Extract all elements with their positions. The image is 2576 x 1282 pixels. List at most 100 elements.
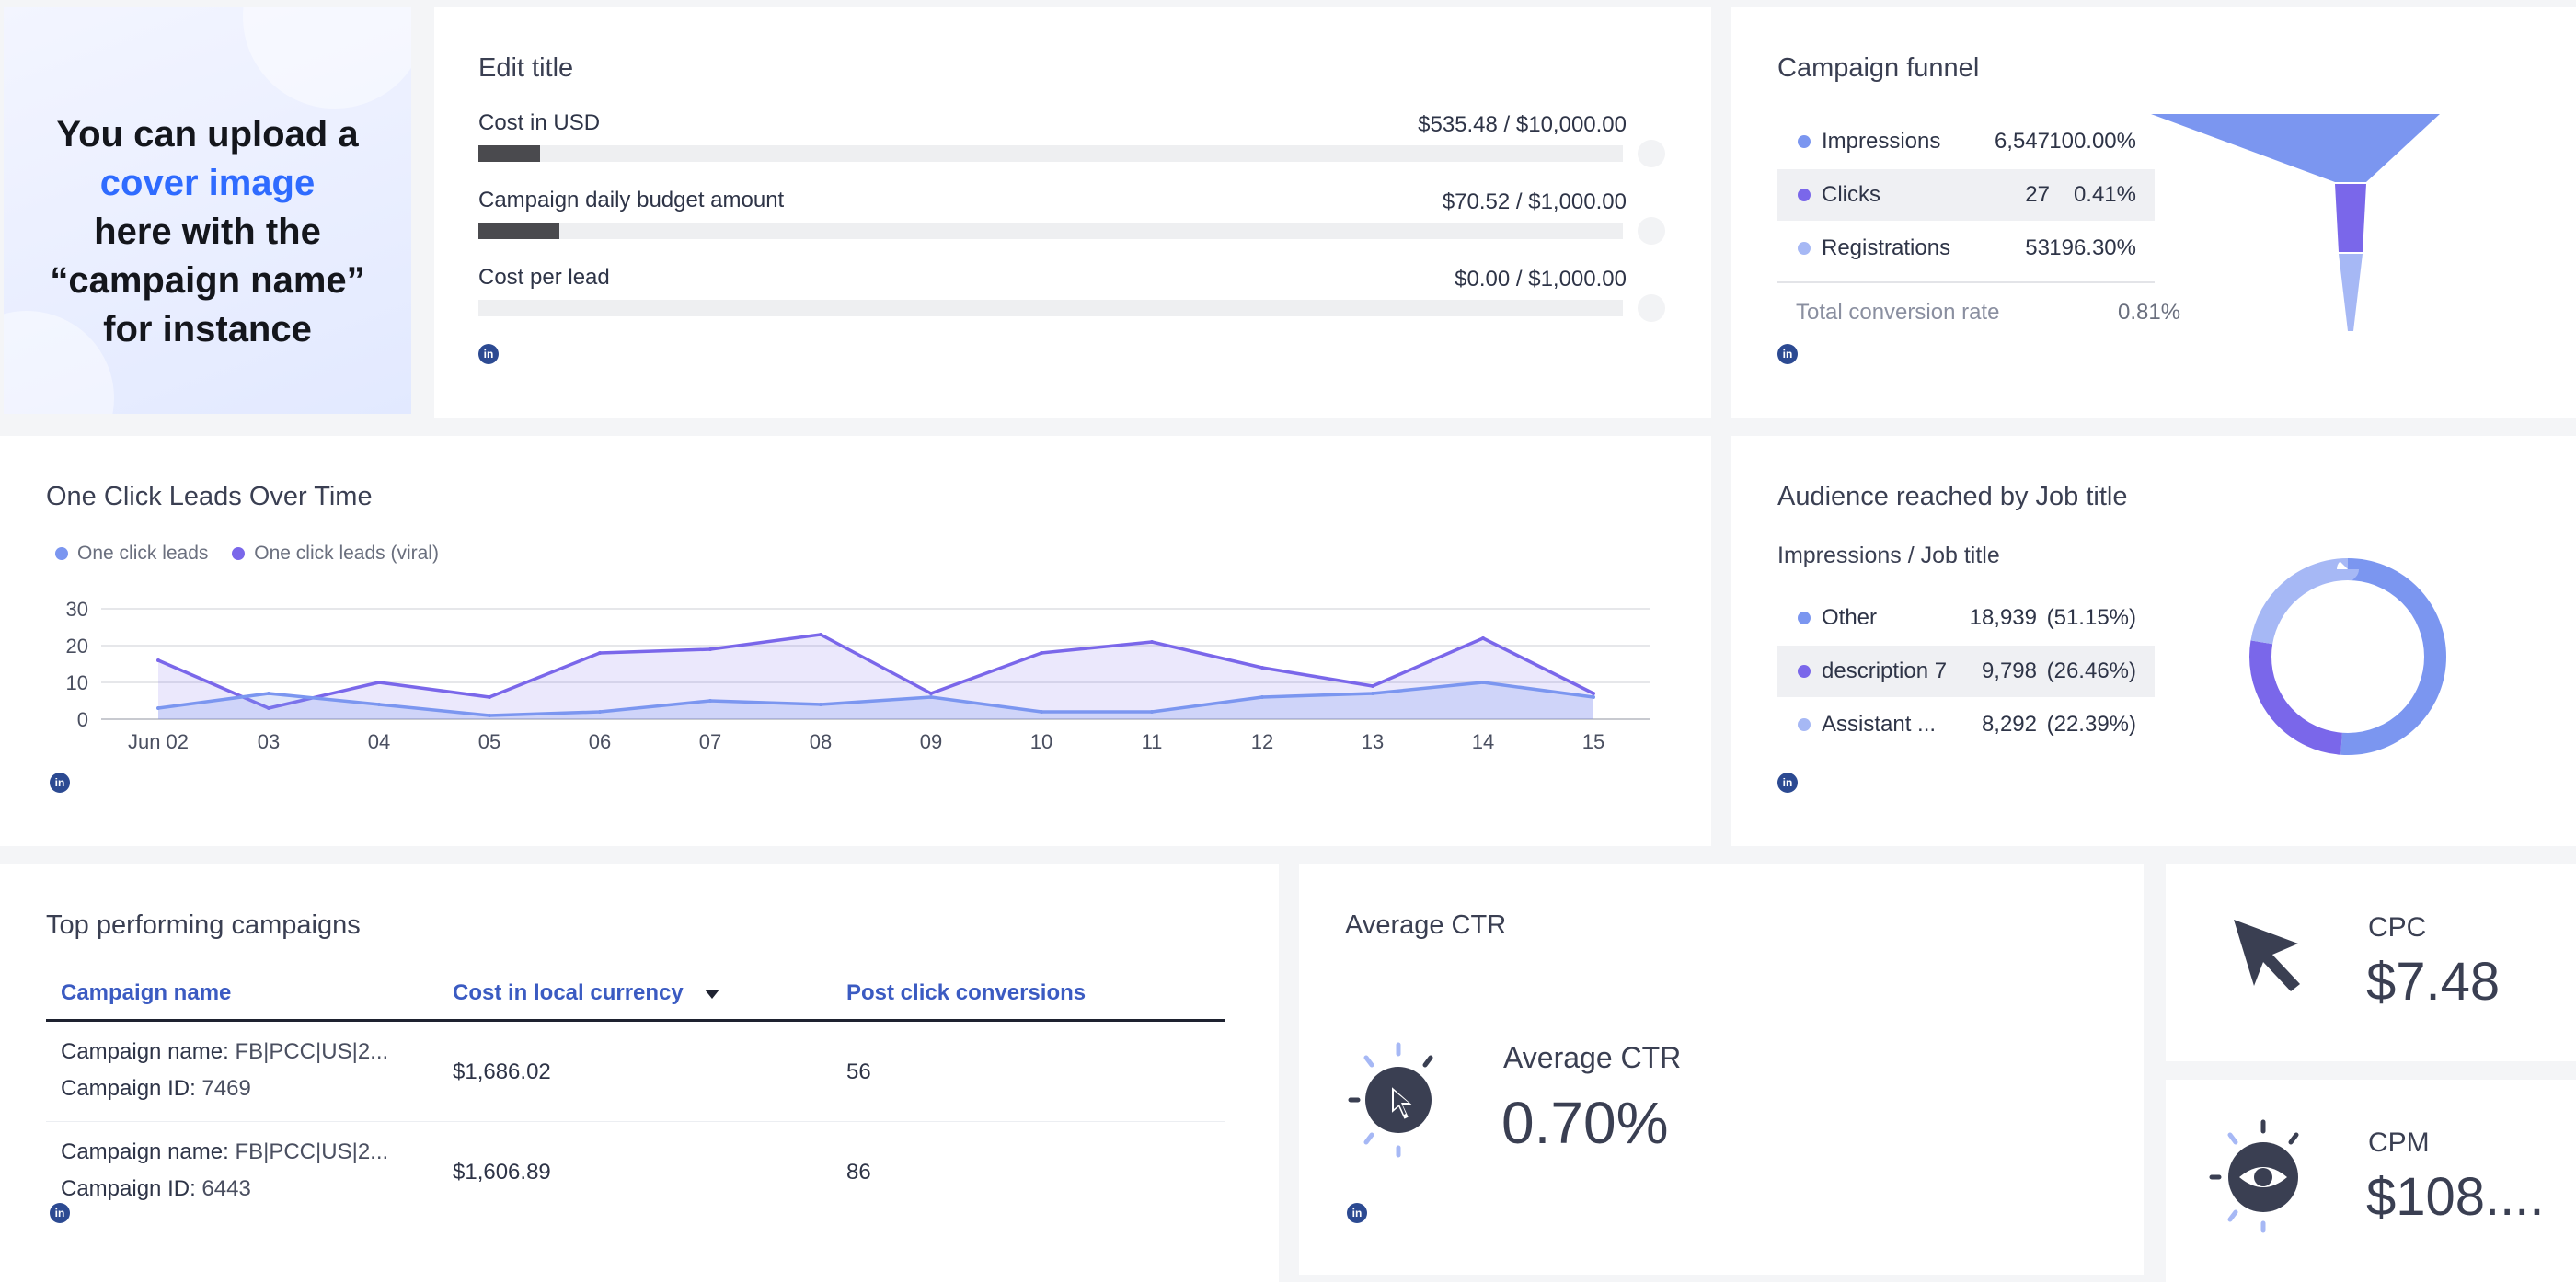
audience-row[interactable]: Assistant ... 8,292 (22.39%) — [1777, 699, 2155, 750]
data-point — [929, 692, 933, 695]
field-value: FB|PCC|US|2... — [235, 1139, 389, 1164]
budget-row-handle[interactable] — [1638, 294, 1665, 322]
eye-icon — [2209, 1119, 2299, 1233]
table-row[interactable]: Campaign name: FB|PCC|US|2... Campaign I… — [46, 1123, 1225, 1222]
x-tick-label: 10 — [1030, 730, 1052, 753]
budget-row-handle[interactable] — [1638, 217, 1665, 245]
column-header-cost[interactable]: Cost in local currency — [453, 980, 684, 1005]
legend-dot — [55, 547, 68, 560]
data-point — [1150, 710, 1154, 714]
data-point — [1481, 681, 1485, 684]
leads-over-time-card: One Click Leads Over Time One click lead… — [0, 436, 1711, 846]
average-ctr-card: Average CTR Average CTR 0.70% in — [1299, 864, 2144, 1275]
audience-title: Audience reached by Job title — [1777, 482, 2128, 511]
budget-row-label: Cost in USD — [478, 110, 601, 135]
data-point — [377, 703, 381, 706]
funnel-row[interactable]: Clicks 27 0.41% — [1777, 169, 2155, 221]
cover-line-highlight: cover image — [99, 163, 316, 203]
cover-line: You can upload a — [56, 114, 359, 155]
audience-row-name: description 7 — [1822, 658, 1948, 683]
budget-progress-bar — [478, 145, 1623, 162]
funnel-row[interactable]: Impressions 6,547 100.00% — [1777, 116, 2155, 167]
x-tick-label: 09 — [920, 730, 942, 753]
x-tick-label: 05 — [478, 730, 500, 753]
legend-item[interactable]: One click leads — [55, 543, 208, 565]
x-tick-label: 08 — [810, 730, 832, 753]
cpm-value: $108.... — [2366, 1167, 2545, 1227]
cost-cell: $1,686.02 — [453, 1059, 551, 1084]
series-dot — [1798, 189, 1811, 201]
data-point — [708, 699, 712, 703]
average-ctr-title: Average CTR — [1345, 910, 1507, 940]
data-point — [1592, 692, 1595, 695]
funnel-row-value: 53 — [2025, 235, 2050, 260]
campaign-name-cell: Campaign name: FB|PCC|US|2... — [61, 1139, 388, 1165]
y-tick-label: 20 — [66, 635, 88, 658]
budget-row-handle[interactable] — [1638, 140, 1665, 167]
data-point — [598, 651, 602, 655]
linkedin-icon: in — [50, 1203, 70, 1223]
table-header-divider — [46, 1019, 1225, 1022]
data-point — [156, 658, 160, 662]
funnel-row-percent: 100.00% — [2049, 129, 2136, 154]
funnel-row-percent: 0.41% — [2073, 182, 2136, 207]
leads-area-chart: 0 10 20 30 Jun 02 03 04 05 06 07 08 09 10 11 12 13 14 15 — [66, 598, 1650, 753]
average-ctr-label: Average CTR — [1503, 1041, 1682, 1074]
funnel-row-name: Registrations — [1822, 235, 1951, 260]
budget-card: Edit title Cost in USD $535.48 / $10,000… — [434, 7, 1711, 418]
funnel-row-percent: 196.30% — [2049, 235, 2136, 260]
legend-label: One click leads (viral) — [254, 543, 439, 564]
y-tick-label: 30 — [66, 598, 88, 621]
campaign-id-cell: Campaign ID: 7469 — [61, 1076, 251, 1102]
campaign-funnel-card: Campaign funnel Impressions 6,547 100.00… — [1731, 7, 2576, 418]
cover-image-card[interactable]: You can upload a cover image here with t… — [4, 7, 411, 414]
budget-title[interactable]: Edit title — [478, 53, 574, 83]
divider — [1777, 281, 2155, 283]
funnel-row-name: Impressions — [1822, 129, 1941, 154]
audience-row[interactable]: Other 18,939 (51.15%) — [1777, 592, 2155, 644]
x-tick-label: 06 — [589, 730, 611, 753]
top-campaigns-card: Top performing campaigns Campaign name C… — [0, 864, 1279, 1282]
cover-line: here with the — [94, 212, 321, 252]
donut-slice[interactable] — [2249, 558, 2446, 755]
cover-line: for instance — [103, 309, 312, 349]
x-tick-label: 03 — [258, 730, 280, 753]
funnel-title: Campaign funnel — [1777, 53, 1980, 83]
cpm-card: CPM $108.... — [2166, 1080, 2576, 1282]
audience-row[interactable]: description 7 9,798 (26.46%) — [1777, 646, 2155, 697]
field-key: Campaign name: — [61, 1139, 229, 1164]
x-tick-label: 07 — [699, 730, 721, 753]
data-point — [1371, 692, 1374, 695]
budget-row-value: $0.00 / $1,000.00 — [1455, 267, 1627, 292]
column-header-post-click-conversions[interactable]: Post click conversions — [846, 980, 1087, 1005]
x-tick-label: 15 — [1582, 730, 1604, 753]
x-tick-label: 14 — [1472, 730, 1494, 753]
cover-line: “campaign name” — [50, 260, 365, 301]
x-tick-label: 04 — [368, 730, 390, 753]
chart-legend: One click leads One click leads (viral) — [55, 543, 457, 565]
table-row[interactable]: Campaign name: FB|PCC|US|2... Campaign I… — [46, 1023, 1225, 1122]
audience-subtitle: Impressions / Job title — [1777, 543, 2000, 568]
data-point — [929, 695, 933, 699]
field-key: Campaign ID: — [61, 1076, 196, 1101]
field-value: FB|PCC|US|2... — [235, 1039, 389, 1064]
x-tick-label: 11 — [1142, 730, 1163, 753]
audience-row-percent: (51.15%) — [2046, 605, 2136, 630]
conversions-cell: 56 — [846, 1059, 871, 1084]
linkedin-icon: in — [478, 344, 499, 364]
funnel-graphic — [2151, 114, 2440, 331]
field-key: Campaign name: — [61, 1039, 229, 1064]
funnel-stage-registrations — [2339, 254, 2363, 331]
donut-slice[interactable] — [2249, 558, 2446, 755]
top-campaigns-title: Top performing campaigns — [46, 910, 361, 940]
column-header-campaign-name[interactable]: Campaign name — [61, 980, 232, 1005]
table-bottom-mask — [0, 1203, 1279, 1282]
decor-bubble — [243, 7, 411, 109]
funnel-row[interactable]: Registrations 53 196.30% — [1777, 223, 2155, 274]
legend-dot — [232, 547, 246, 560]
sort-desc-icon[interactable] — [703, 988, 721, 1001]
series-line — [157, 633, 1594, 710]
budget-row-label: Cost per lead — [478, 265, 610, 290]
data-point — [1371, 684, 1374, 688]
legend-item[interactable]: One click leads (viral) — [232, 543, 439, 565]
